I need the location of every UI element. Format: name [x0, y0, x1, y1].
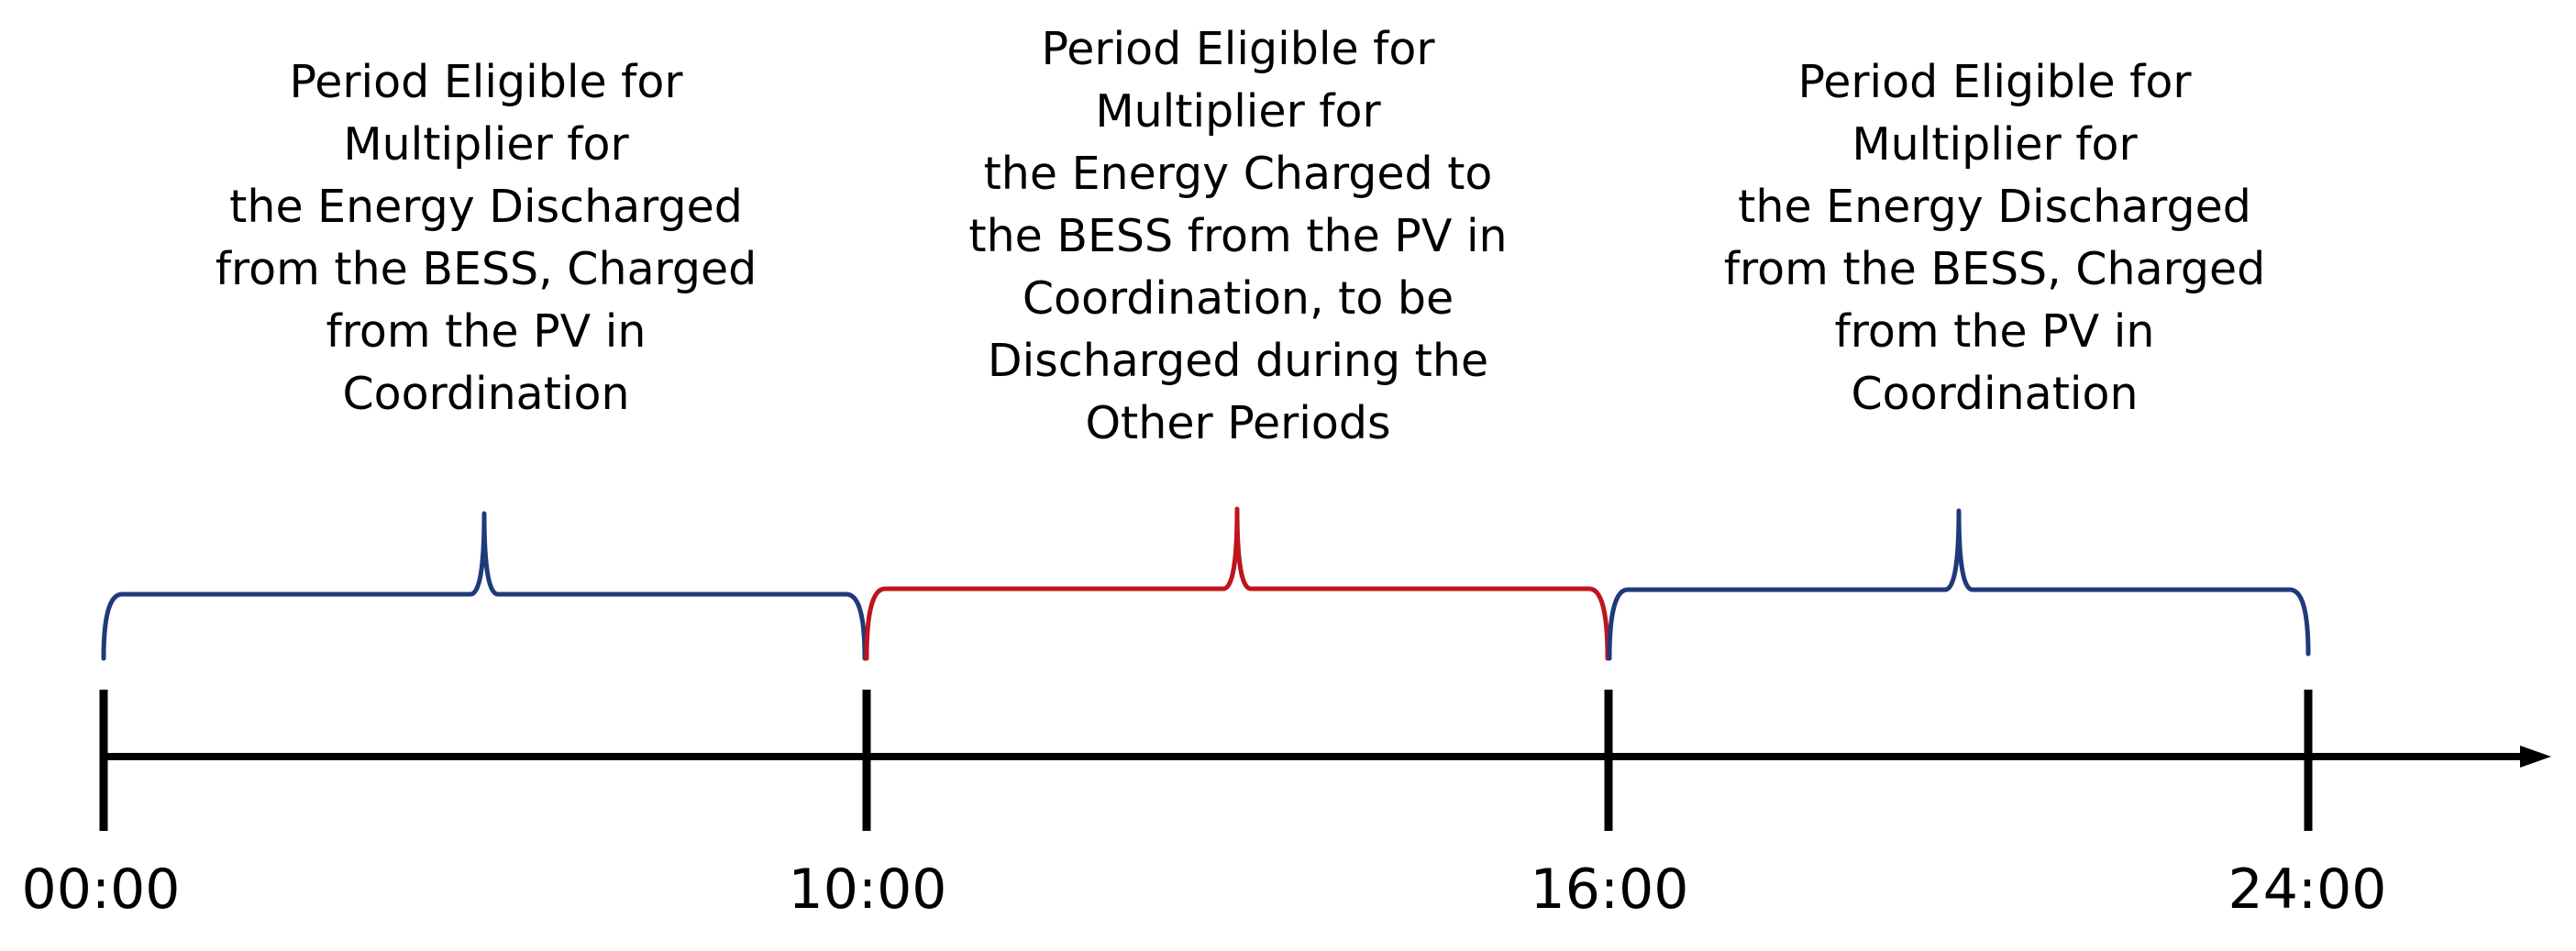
label-line: Multiplier for [1852, 118, 2138, 171]
label-line: from the BESS, Charged [215, 243, 757, 295]
label-line: Multiplier for [1095, 85, 1381, 138]
tick-label-1600: 16:00 [1530, 857, 1689, 922]
label-line: Period Eligible for [1041, 23, 1435, 75]
period-label-right: Period Eligible for Multiplier for the E… [1683, 51, 2306, 426]
label-line: Other Periods [1085, 397, 1391, 449]
label-line: from the PV in [326, 305, 647, 358]
label-line: Coordination, to be [1022, 272, 1454, 325]
label-line: Coordination [1851, 368, 2139, 420]
tick-label-1000: 10:00 [788, 857, 947, 922]
brace-left [101, 511, 868, 661]
brace-middle [864, 506, 1610, 661]
label-line: the Energy Charged to [983, 148, 1493, 200]
label-line: Period Eligible for [1797, 56, 2192, 108]
label-line: the BESS from the PV in [968, 210, 1508, 262]
tick-label-2400: 24:00 [2228, 857, 2387, 922]
period-label-middle: Period Eligible for Multiplier for the E… [917, 18, 1559, 455]
label-line: the Energy Discharged [1738, 181, 2251, 233]
label-line: Coordination [342, 368, 630, 420]
label-line: the Energy Discharged [229, 181, 743, 233]
label-line: from the PV in [1834, 305, 2155, 358]
label-line: Multiplier for [343, 118, 629, 171]
label-line: Discharged during the [987, 335, 1489, 387]
label-line: Period Eligible for [289, 56, 683, 108]
period-label-left: Period Eligible for Multiplier for the E… [174, 51, 798, 426]
tick-label-0000: 00:00 [21, 857, 181, 922]
brace-right [1607, 508, 2311, 661]
timeline-arrowhead [2520, 746, 2551, 768]
label-line: from the BESS, Charged [1723, 243, 2266, 295]
